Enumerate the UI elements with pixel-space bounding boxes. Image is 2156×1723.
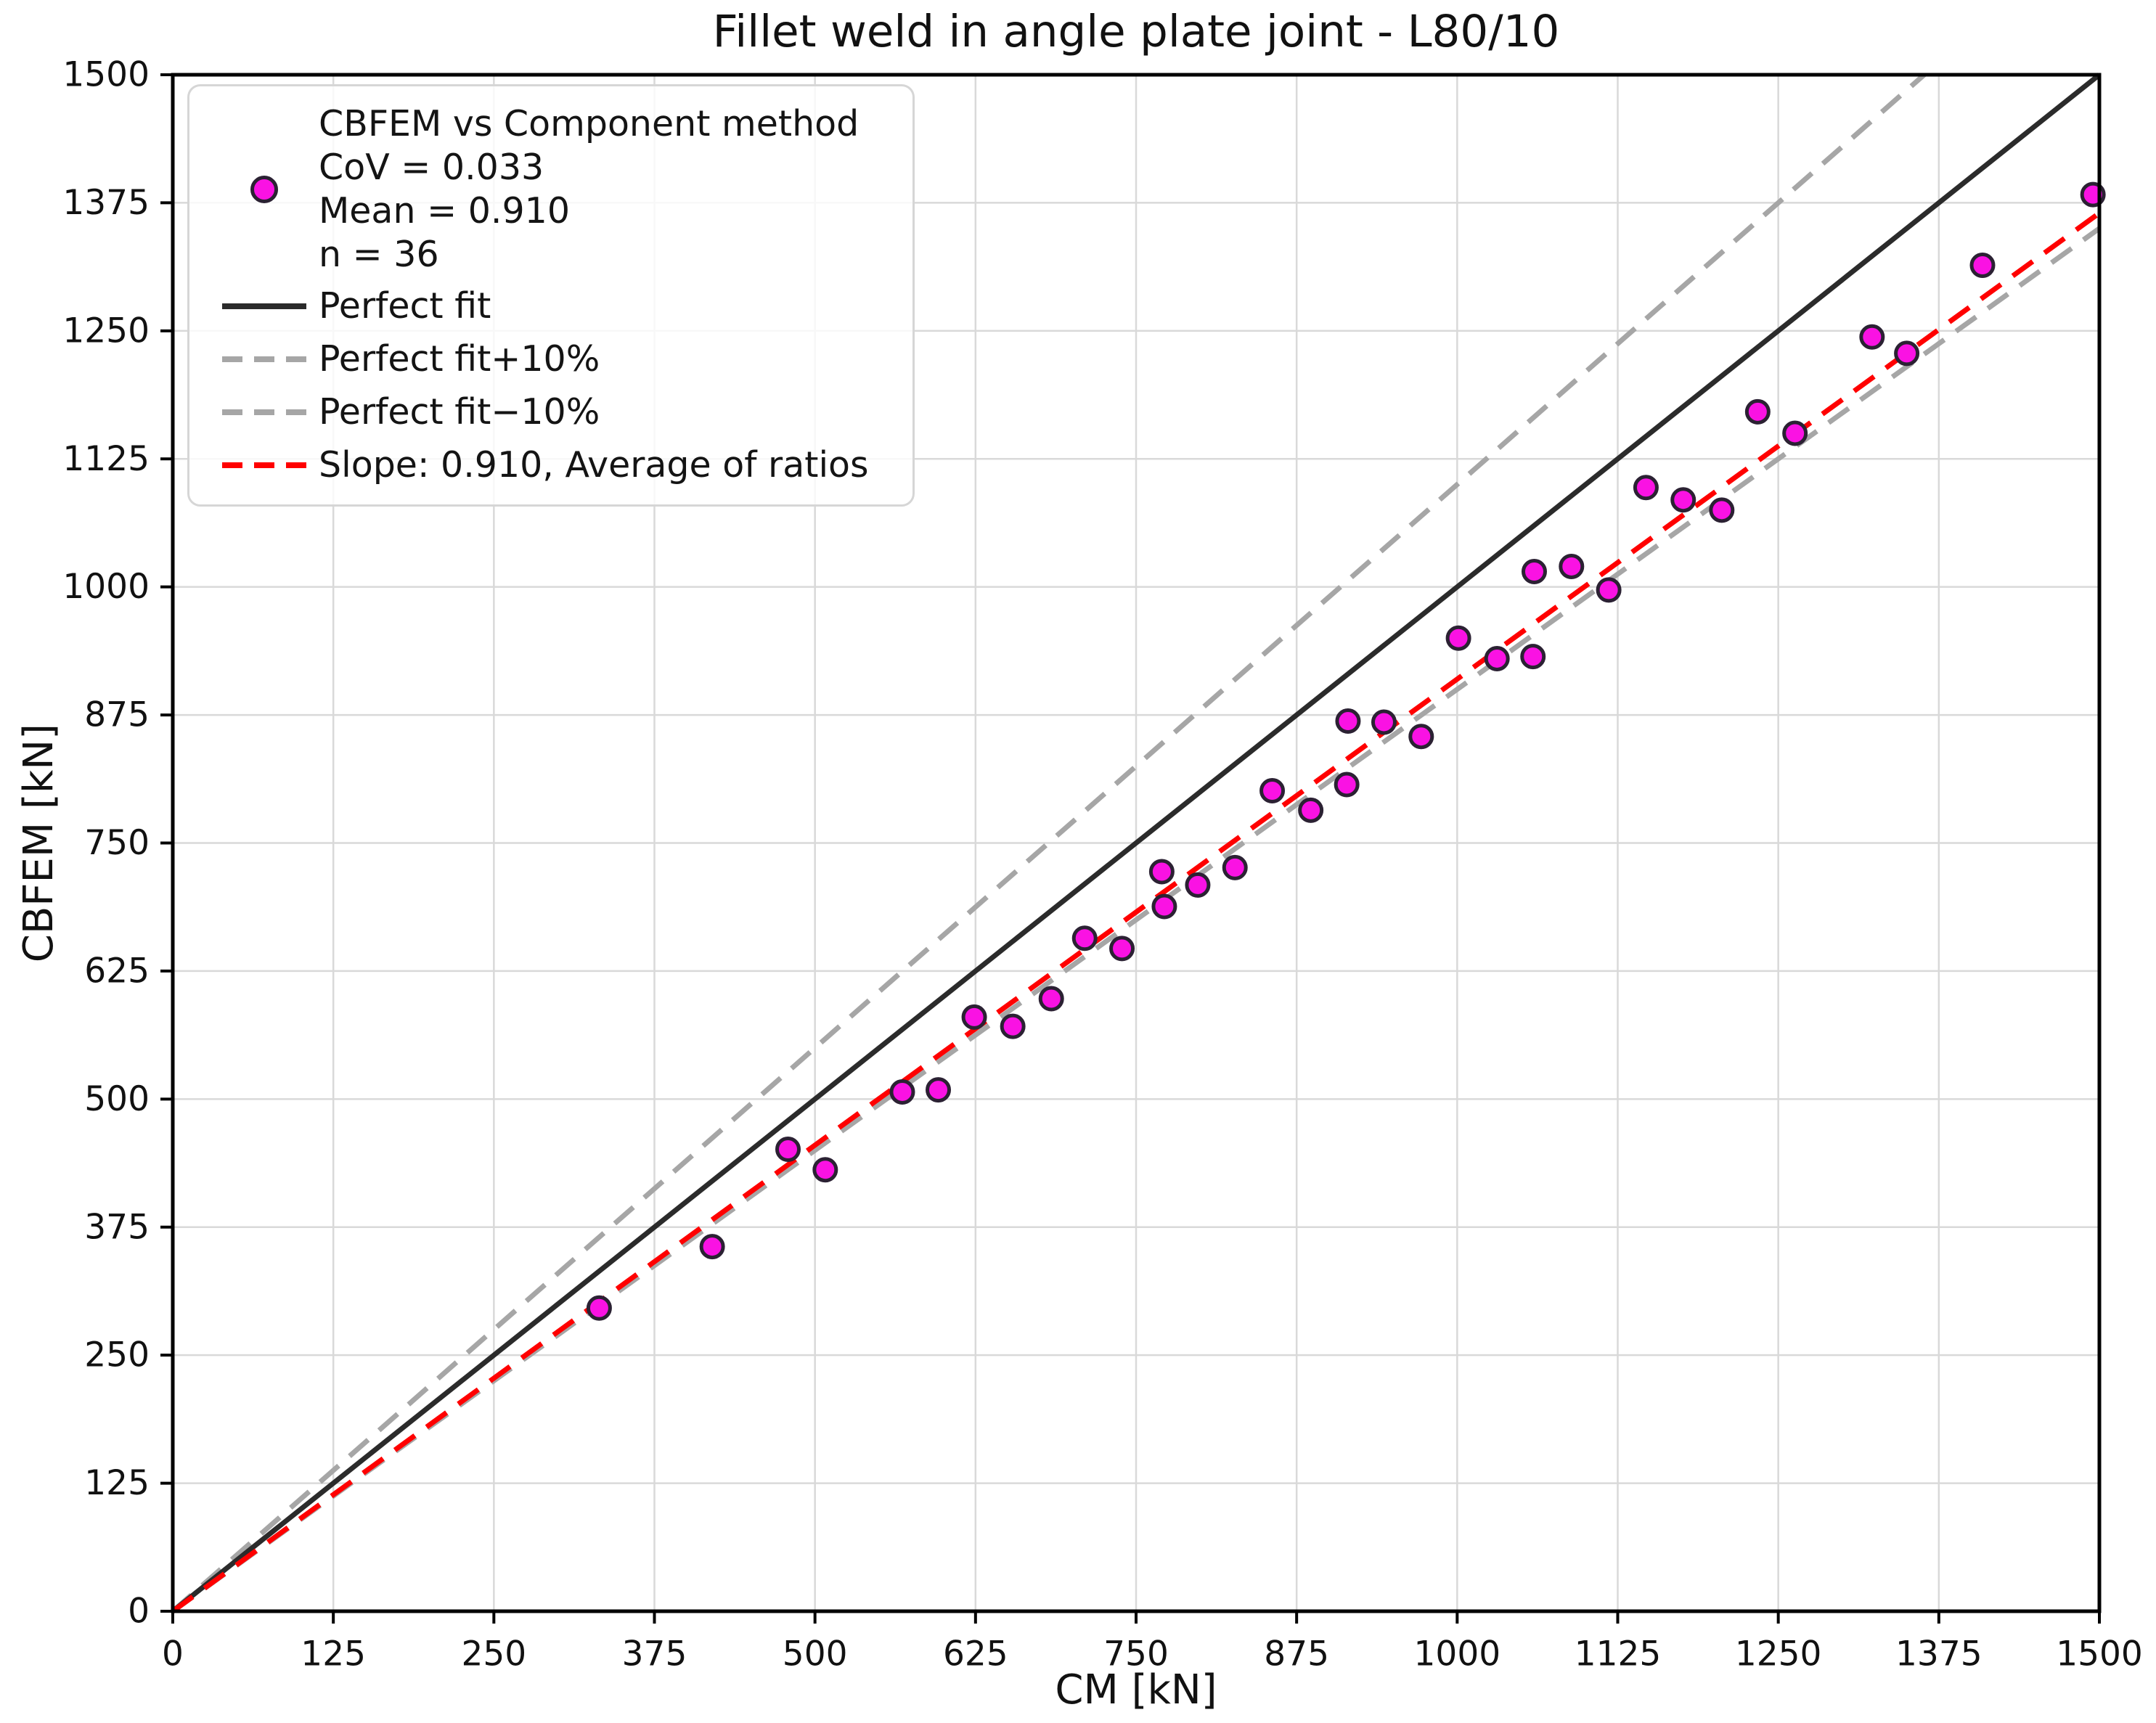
scatter-point [889, 1079, 915, 1105]
x-tick-label-500: 500 [783, 1634, 848, 1674]
legend-entry-scatter: CBFEM vs Component method CoV = 0.033 Me… [210, 102, 892, 277]
x-tick-label-1375: 1375 [1895, 1634, 1983, 1674]
scatter-point [586, 1295, 612, 1321]
x-tick-label-750: 750 [1103, 1634, 1169, 1674]
legend-scatter-text: CBFEM vs Component method CoV = 0.033 Me… [319, 102, 859, 277]
line-perfect-fit-10- [171, 73, 1927, 1613]
y-tick-label-1250: 1250 [62, 311, 150, 351]
scatter-point [1744, 398, 1771, 425]
scatter-point [1521, 558, 1547, 584]
x-tick-label-1125: 1125 [1575, 1634, 1662, 1674]
x-tick-label-625: 625 [943, 1634, 1008, 1674]
y-tick-label-125: 125 [84, 1463, 150, 1503]
scatter-point [1969, 253, 1996, 279]
legend-scatter-swatch-col [210, 176, 319, 203]
legend-minus10-label: Perfect fit−10% [319, 391, 600, 433]
scatter-point [1335, 708, 1361, 734]
scatter-point [926, 1077, 952, 1103]
x-tick-label-1250: 1250 [1735, 1634, 1822, 1674]
legend-plus10-label: Perfect fit+10% [319, 338, 600, 380]
scatter-series [586, 181, 2106, 1321]
scatter-point [1185, 872, 1211, 898]
legend-perfect-fit-label: Perfect fit [319, 285, 491, 327]
scatter-point [1298, 797, 1324, 823]
scatter-point [1633, 475, 1659, 501]
y-tick-label-1500: 1500 [62, 55, 150, 95]
scatter-point [1371, 709, 1397, 735]
legend-scatter-line-1: CBFEM vs Component method [319, 103, 859, 144]
y-tick-label-1375: 1375 [62, 183, 150, 223]
legend-entry-plus10: Perfect fit+10% [210, 336, 892, 382]
scatter-marker-icon [250, 176, 278, 203]
scatter-point [1859, 324, 1885, 350]
y-tick-label-1125: 1125 [62, 439, 150, 479]
y-tick-label-250: 250 [84, 1335, 150, 1375]
y-tick-label-750: 750 [84, 823, 150, 863]
scatter-point [1071, 925, 1098, 951]
fit-lines [171, 73, 2102, 1613]
scatter-point [1408, 724, 1434, 750]
scatter-point [1151, 893, 1177, 920]
x-tick-label-875: 875 [1264, 1634, 1329, 1674]
slope-line-icon [210, 461, 319, 470]
y-tick-label-500: 500 [84, 1079, 150, 1119]
line-perfect-fit [171, 73, 2102, 1613]
scatter-point [1000, 1013, 1026, 1039]
scatter-point [1782, 420, 1808, 446]
minus10-line-icon [210, 408, 319, 417]
scatter-point [1484, 645, 1510, 671]
legend-scatter-line-2: CoV = 0.033 [319, 147, 544, 188]
x-tick-label-250: 250 [461, 1634, 526, 1674]
scatter-point [1520, 644, 1546, 670]
y-tick-label-875: 875 [84, 695, 150, 735]
x-tick-label-1500: 1500 [2056, 1634, 2143, 1674]
y-tick-label-375: 375 [84, 1207, 150, 1247]
scatter-point [1445, 625, 1471, 651]
y-axis-label: CBFEM [kN] [15, 723, 62, 963]
perfect-fit-line-icon [210, 302, 319, 311]
legend-slope-label: Slope: 0.910, Average of ratios [319, 444, 869, 486]
scatter-point [1148, 859, 1175, 885]
x-tick-label-375: 375 [622, 1634, 687, 1674]
x-tick-label-0: 0 [162, 1634, 184, 1674]
x-tick-label-1000: 1000 [1414, 1634, 1501, 1674]
legend-scatter-line-3: Mean = 0.910 [319, 190, 570, 232]
scatter-point [775, 1136, 801, 1162]
scatter-point [1670, 487, 1696, 513]
scatter-point [1038, 986, 1064, 1012]
legend-entry-slope: Slope: 0.910, Average of ratios [210, 442, 892, 488]
chart-title: Fillet weld in angle plate joint - L80/1… [712, 6, 1560, 57]
plus10-line-icon [210, 355, 319, 364]
x-axis-label: CM [kN] [1055, 1666, 1217, 1714]
scatter-point [1259, 778, 1286, 804]
y-tick-label-1000: 1000 [62, 567, 150, 607]
scatter-point [1334, 772, 1360, 798]
axes-ticks: 0 125 250 375 500 625 750 875 1000 1125 1250 1375 15… [62, 55, 2142, 1674]
scatter-point [812, 1157, 838, 1183]
scatter-point [1709, 497, 1735, 523]
scatter-point [699, 1234, 725, 1260]
line-slope-0-910-average-of-ratios [171, 210, 2102, 1613]
legend: CBFEM vs Component method CoV = 0.033 Me… [187, 84, 915, 507]
x-tick-label-125: 125 [301, 1634, 366, 1674]
y-axis-label-wrap: CBFEM [kN] [13, 75, 64, 1611]
scatter-point [961, 1004, 987, 1030]
scatter-point [1894, 340, 1920, 367]
y-tick-label-625: 625 [84, 951, 150, 991]
scatter-point [1109, 936, 1135, 962]
legend-scatter-line-4: n = 36 [319, 234, 439, 275]
scatter-point [1222, 854, 1248, 880]
scatter-point [1559, 553, 1585, 579]
scatter-point [1596, 577, 1622, 603]
y-tick-label-0: 0 [128, 1592, 150, 1632]
legend-entry-minus10: Perfect fit−10% [210, 389, 892, 435]
legend-entry-perfect-fit: Perfect fit [210, 283, 892, 330]
